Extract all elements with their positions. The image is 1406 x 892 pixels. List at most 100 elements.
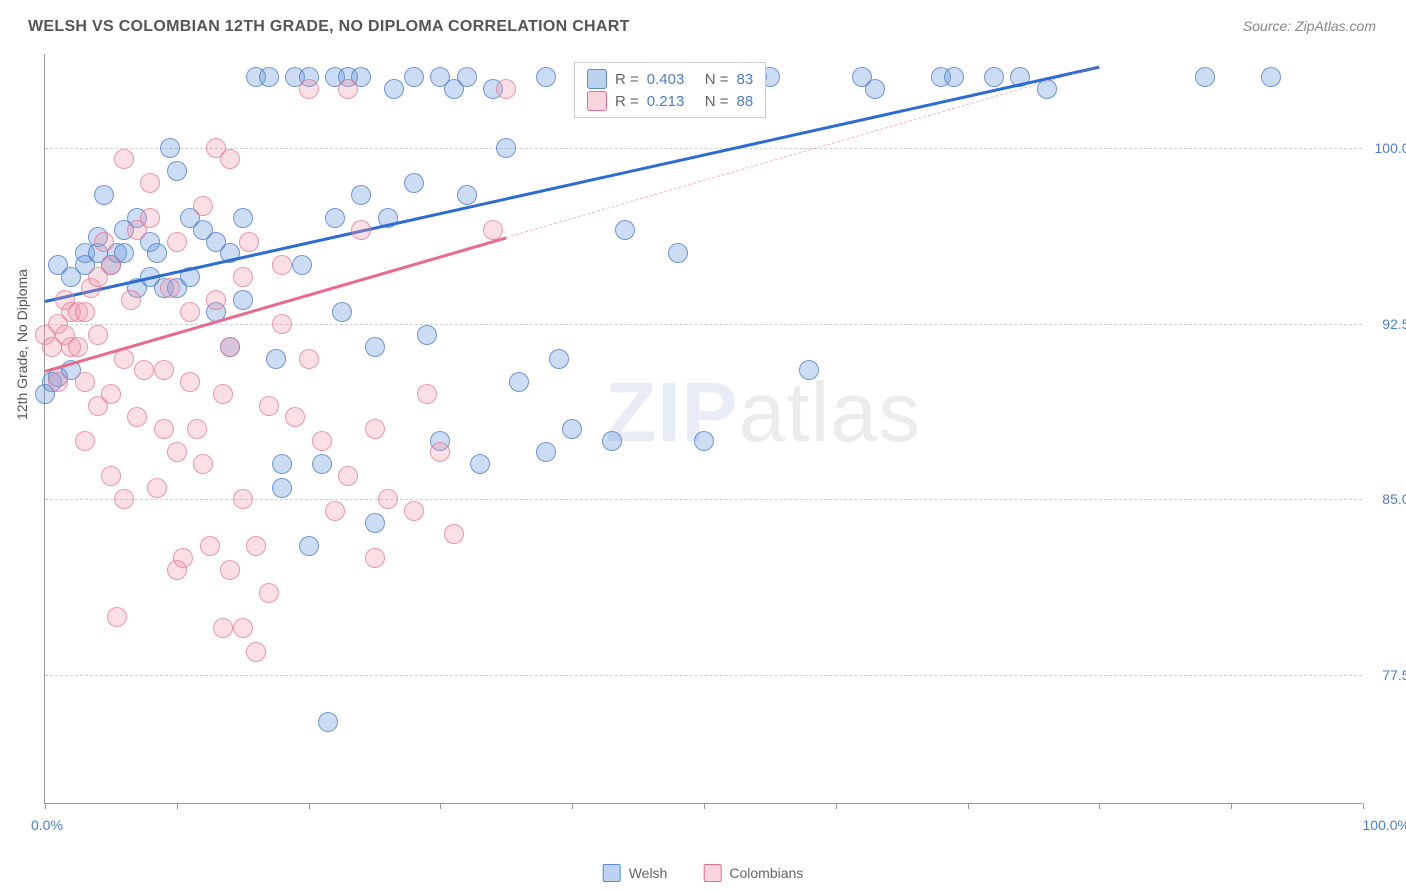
legend-n-value: 88 — [737, 93, 754, 110]
scatter-point — [365, 513, 385, 533]
scatter-point — [299, 79, 319, 99]
scatter-point — [351, 185, 371, 205]
scatter-point — [272, 478, 292, 498]
scatter-point — [417, 384, 437, 404]
scatter-point — [147, 478, 167, 498]
scatter-point — [865, 79, 885, 99]
scatter-point — [602, 431, 622, 451]
scatter-point — [154, 419, 174, 439]
scatter-point — [213, 618, 233, 638]
scatter-point — [272, 314, 292, 334]
scatter-point — [312, 454, 332, 474]
scatter-point — [200, 536, 220, 556]
scatter-point — [457, 185, 477, 205]
x-tick — [836, 803, 837, 809]
scatter-point — [536, 67, 556, 87]
scatter-point — [160, 278, 180, 298]
scatter-point — [160, 138, 180, 158]
gridline — [45, 324, 1362, 325]
scatter-point — [239, 232, 259, 252]
scatter-point — [213, 384, 233, 404]
scatter-point — [536, 442, 556, 462]
scatter-point — [259, 67, 279, 87]
scatter-point — [233, 489, 253, 509]
scatter-point — [101, 466, 121, 486]
scatter-point — [457, 67, 477, 87]
x-tick — [572, 803, 573, 809]
scatter-point — [233, 290, 253, 310]
scatter-point — [48, 372, 68, 392]
scatter-point — [404, 173, 424, 193]
scatter-point — [187, 419, 207, 439]
y-tick-label: 92.5% — [1367, 316, 1406, 332]
scatter-point — [509, 372, 529, 392]
scatter-point — [114, 489, 134, 509]
legend-n-label: N = — [705, 93, 729, 110]
scatter-point — [259, 396, 279, 416]
x-tick — [704, 803, 705, 809]
legend-n-label: N = — [705, 71, 729, 88]
scatter-point — [259, 583, 279, 603]
scatter-point — [799, 360, 819, 380]
stats-legend: R =0.403N =83R =0.213N =88 — [574, 62, 766, 118]
scatter-point — [88, 325, 108, 345]
y-axis-label: 12th Grade, No Diploma — [14, 269, 30, 420]
x-tick — [440, 803, 441, 809]
x-tick — [309, 803, 310, 809]
x-tick — [177, 803, 178, 809]
scatter-point — [668, 243, 688, 263]
scatter-point — [470, 454, 490, 474]
scatter-point — [332, 302, 352, 322]
scatter-point — [1195, 67, 1215, 87]
scatter-point — [173, 548, 193, 568]
scatter-point — [299, 536, 319, 556]
scatter-point — [167, 442, 187, 462]
scatter-point — [312, 431, 332, 451]
scatter-point — [140, 208, 160, 228]
scatter-point — [193, 196, 213, 216]
scatter-point — [496, 79, 516, 99]
scatter-point — [220, 337, 240, 357]
scatter-point — [167, 161, 187, 181]
trend-line — [45, 66, 1100, 303]
scatter-point — [233, 208, 253, 228]
scatter-point — [180, 372, 200, 392]
scatter-point — [325, 208, 345, 228]
scatter-point — [562, 419, 582, 439]
y-tick-label: 100.0% — [1367, 140, 1406, 156]
x-tick — [45, 803, 46, 809]
scatter-point — [325, 501, 345, 521]
x-tick — [1099, 803, 1100, 809]
x-tick-label: 100.0% — [1363, 817, 1406, 833]
series-legend-item: Colombians — [703, 864, 803, 882]
stats-legend-row: R =0.403N =83 — [587, 69, 753, 89]
scatter-point — [292, 255, 312, 275]
scatter-point — [549, 349, 569, 369]
scatter-point — [944, 67, 964, 87]
scatter-point — [365, 548, 385, 568]
scatter-point — [984, 67, 1004, 87]
scatter-point — [483, 220, 503, 240]
scatter-point — [444, 524, 464, 544]
scatter-point — [127, 407, 147, 427]
series-legend-item: Welsh — [603, 864, 668, 882]
x-tick — [968, 803, 969, 809]
gridline — [45, 675, 1362, 676]
series-legend: Welsh Colombians — [603, 864, 804, 882]
scatter-point — [75, 302, 95, 322]
scatter-point — [114, 149, 134, 169]
watermark: ZIPatlas — [605, 364, 921, 461]
legend-swatch — [587, 69, 607, 89]
scatter-point — [140, 173, 160, 193]
legend-label: Welsh — [629, 865, 668, 881]
scatter-point — [496, 138, 516, 158]
scatter-point — [694, 431, 714, 451]
scatter-point — [154, 360, 174, 380]
scatter-point — [338, 466, 358, 486]
legend-swatch — [703, 864, 721, 882]
scatter-point — [206, 290, 226, 310]
scatter-point — [233, 267, 253, 287]
scatter-point — [318, 712, 338, 732]
scatter-point — [272, 255, 292, 275]
scatter-point — [107, 607, 127, 627]
